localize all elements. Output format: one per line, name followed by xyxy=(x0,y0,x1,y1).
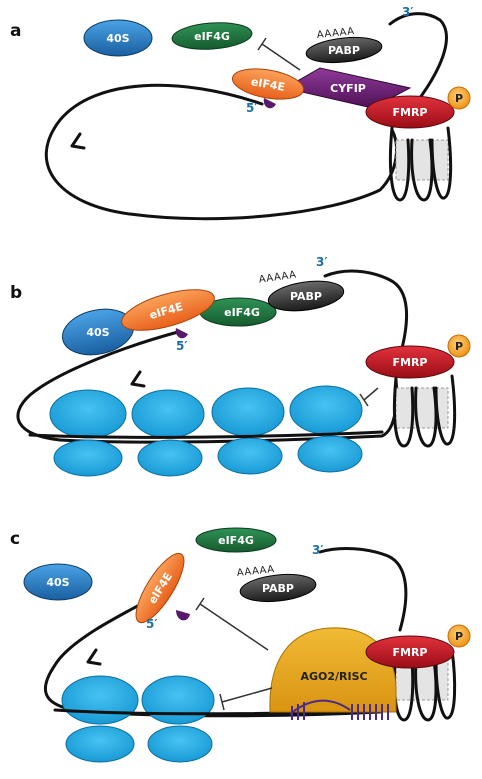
panel-b-mrna-3prime xyxy=(323,269,409,358)
panel-b-g-quadruplex xyxy=(392,374,457,448)
panel-b-40s-label: 40S xyxy=(86,326,109,339)
panel-b-phosphate-label: P xyxy=(455,340,463,353)
panel-c-5prime-label: 5′ xyxy=(146,617,158,631)
panel-b-pabp-label: PABP xyxy=(290,290,322,303)
panel-a-letter: a xyxy=(10,21,21,41)
panel-b-3prime-label: 3′ xyxy=(316,255,328,269)
panel-b-start-arrow-icon xyxy=(130,370,146,388)
panel-c-phosphate: P xyxy=(447,624,471,648)
panel-c-ribosome-1 xyxy=(61,675,139,763)
panel-b-ribosomes xyxy=(49,385,363,477)
panel-c-eif4g-label: eIF4G xyxy=(218,534,254,547)
panel-b-mrna-front xyxy=(28,430,384,439)
panel-b-inhibition-line xyxy=(359,387,379,407)
panel-b-ribosome-1 xyxy=(49,389,127,477)
panel-c-pabp-label: PABP xyxy=(262,582,294,595)
panel-a-40s: 40S xyxy=(83,19,153,57)
panel-b-5prime-label: 5′ xyxy=(176,339,188,353)
panel-c-fmrp: FMRP xyxy=(365,635,455,669)
panel-c-mirna xyxy=(289,699,351,715)
panel-a-phosphate-label: P xyxy=(455,92,463,105)
panel-a-start-arrow-icon xyxy=(70,132,86,150)
panel-a-eif4e: eIF4E xyxy=(231,68,305,100)
panel-c-3prime-label: 3′ xyxy=(312,543,324,557)
panel-a-eif4g-label: eIF4G xyxy=(194,30,230,43)
panel-c-start-arrow-icon xyxy=(86,648,102,666)
panel-a-3prime-label: 3′ xyxy=(402,5,414,19)
panel-c-ribosome-2 xyxy=(141,675,215,763)
panel-a-5prime-label: 5′ xyxy=(246,101,258,115)
panel-a-pabp: PABP xyxy=(305,36,383,64)
panel-c-eif4g: eIF4G xyxy=(195,527,277,553)
panel-a-pabp-label: PABP xyxy=(328,44,360,57)
panel-b-eif4g-label: eIF4G xyxy=(224,306,260,319)
panel-a-cap-icon xyxy=(263,98,276,109)
panel-b-ribosome-3 xyxy=(211,387,285,475)
panel-c-inhibition-ribosome xyxy=(219,687,273,711)
panel-b: b xyxy=(10,255,471,477)
panel-a-mrna xyxy=(44,83,398,221)
panel-b-fmrp: FMRP xyxy=(365,345,455,379)
panel-c-mrna-3prime xyxy=(318,547,408,632)
panel-b-polya-tail: AAAAA xyxy=(258,269,297,285)
panel-a-eif4e-label: eIF4E xyxy=(250,75,286,94)
panel-a-cyfip: CYFIP xyxy=(283,67,412,109)
panel-a-eif4g: eIF4G xyxy=(171,22,253,50)
panel-b-ribosome-4 xyxy=(289,385,363,473)
panel-a-cyfip-label: CYFIP xyxy=(330,82,366,95)
panel-a-g-quadruplex xyxy=(388,126,453,202)
panel-b-ribosome-2 xyxy=(131,389,205,477)
panel-b-40s: 40S xyxy=(61,308,135,356)
panel-c-inhibition-eif4e xyxy=(195,597,269,651)
panel-a-polya-tail: AAAAA xyxy=(316,26,355,41)
panel-b-fmrp-label: FMRP xyxy=(393,356,428,369)
panel-c-polya-tail: AAAAA xyxy=(236,564,275,579)
panel-c: c AGO2/RISC xyxy=(10,527,471,763)
panel-c-pabp: PABP xyxy=(239,573,317,603)
panel-c-phosphate-label: P xyxy=(455,630,463,643)
panel-a-40s-label: 40S xyxy=(106,32,129,45)
panel-b-pabp: PABP xyxy=(267,280,345,312)
panel-b-eif4g: eIF4G xyxy=(199,297,277,327)
panel-a-mrna-3prime xyxy=(388,12,448,124)
panel-a-phosphate: P xyxy=(447,86,471,110)
panel-c-fmrp-label: FMRP xyxy=(393,646,428,659)
panel-b-letter: b xyxy=(10,283,22,303)
panel-b-phosphate: P xyxy=(447,334,471,358)
panel-c-40s: 40S xyxy=(23,563,93,601)
panel-a: a 40S eIF4G PABP AAAAA 3′ xyxy=(10,5,471,221)
panel-c-ago2-risc-label: AGO2/RISC xyxy=(300,670,367,683)
panel-c-mirna-pairing xyxy=(291,702,389,720)
panel-b-cap-icon xyxy=(175,328,188,339)
panel-c-letter: c xyxy=(10,529,20,549)
panel-a-fmrp-label: FMRP xyxy=(393,106,428,119)
panel-c-40s-label: 40S xyxy=(46,576,69,589)
panel-c-ribosomes xyxy=(61,675,215,763)
panel-b-eif4e: eIF4E xyxy=(121,289,215,331)
panel-c-cap-icon xyxy=(176,610,190,621)
panel-c-ago2-risc: AGO2/RISC xyxy=(269,627,397,720)
panel-a-inhibition-line xyxy=(257,37,301,71)
panel-a-fmrp: FMRP xyxy=(365,95,455,129)
